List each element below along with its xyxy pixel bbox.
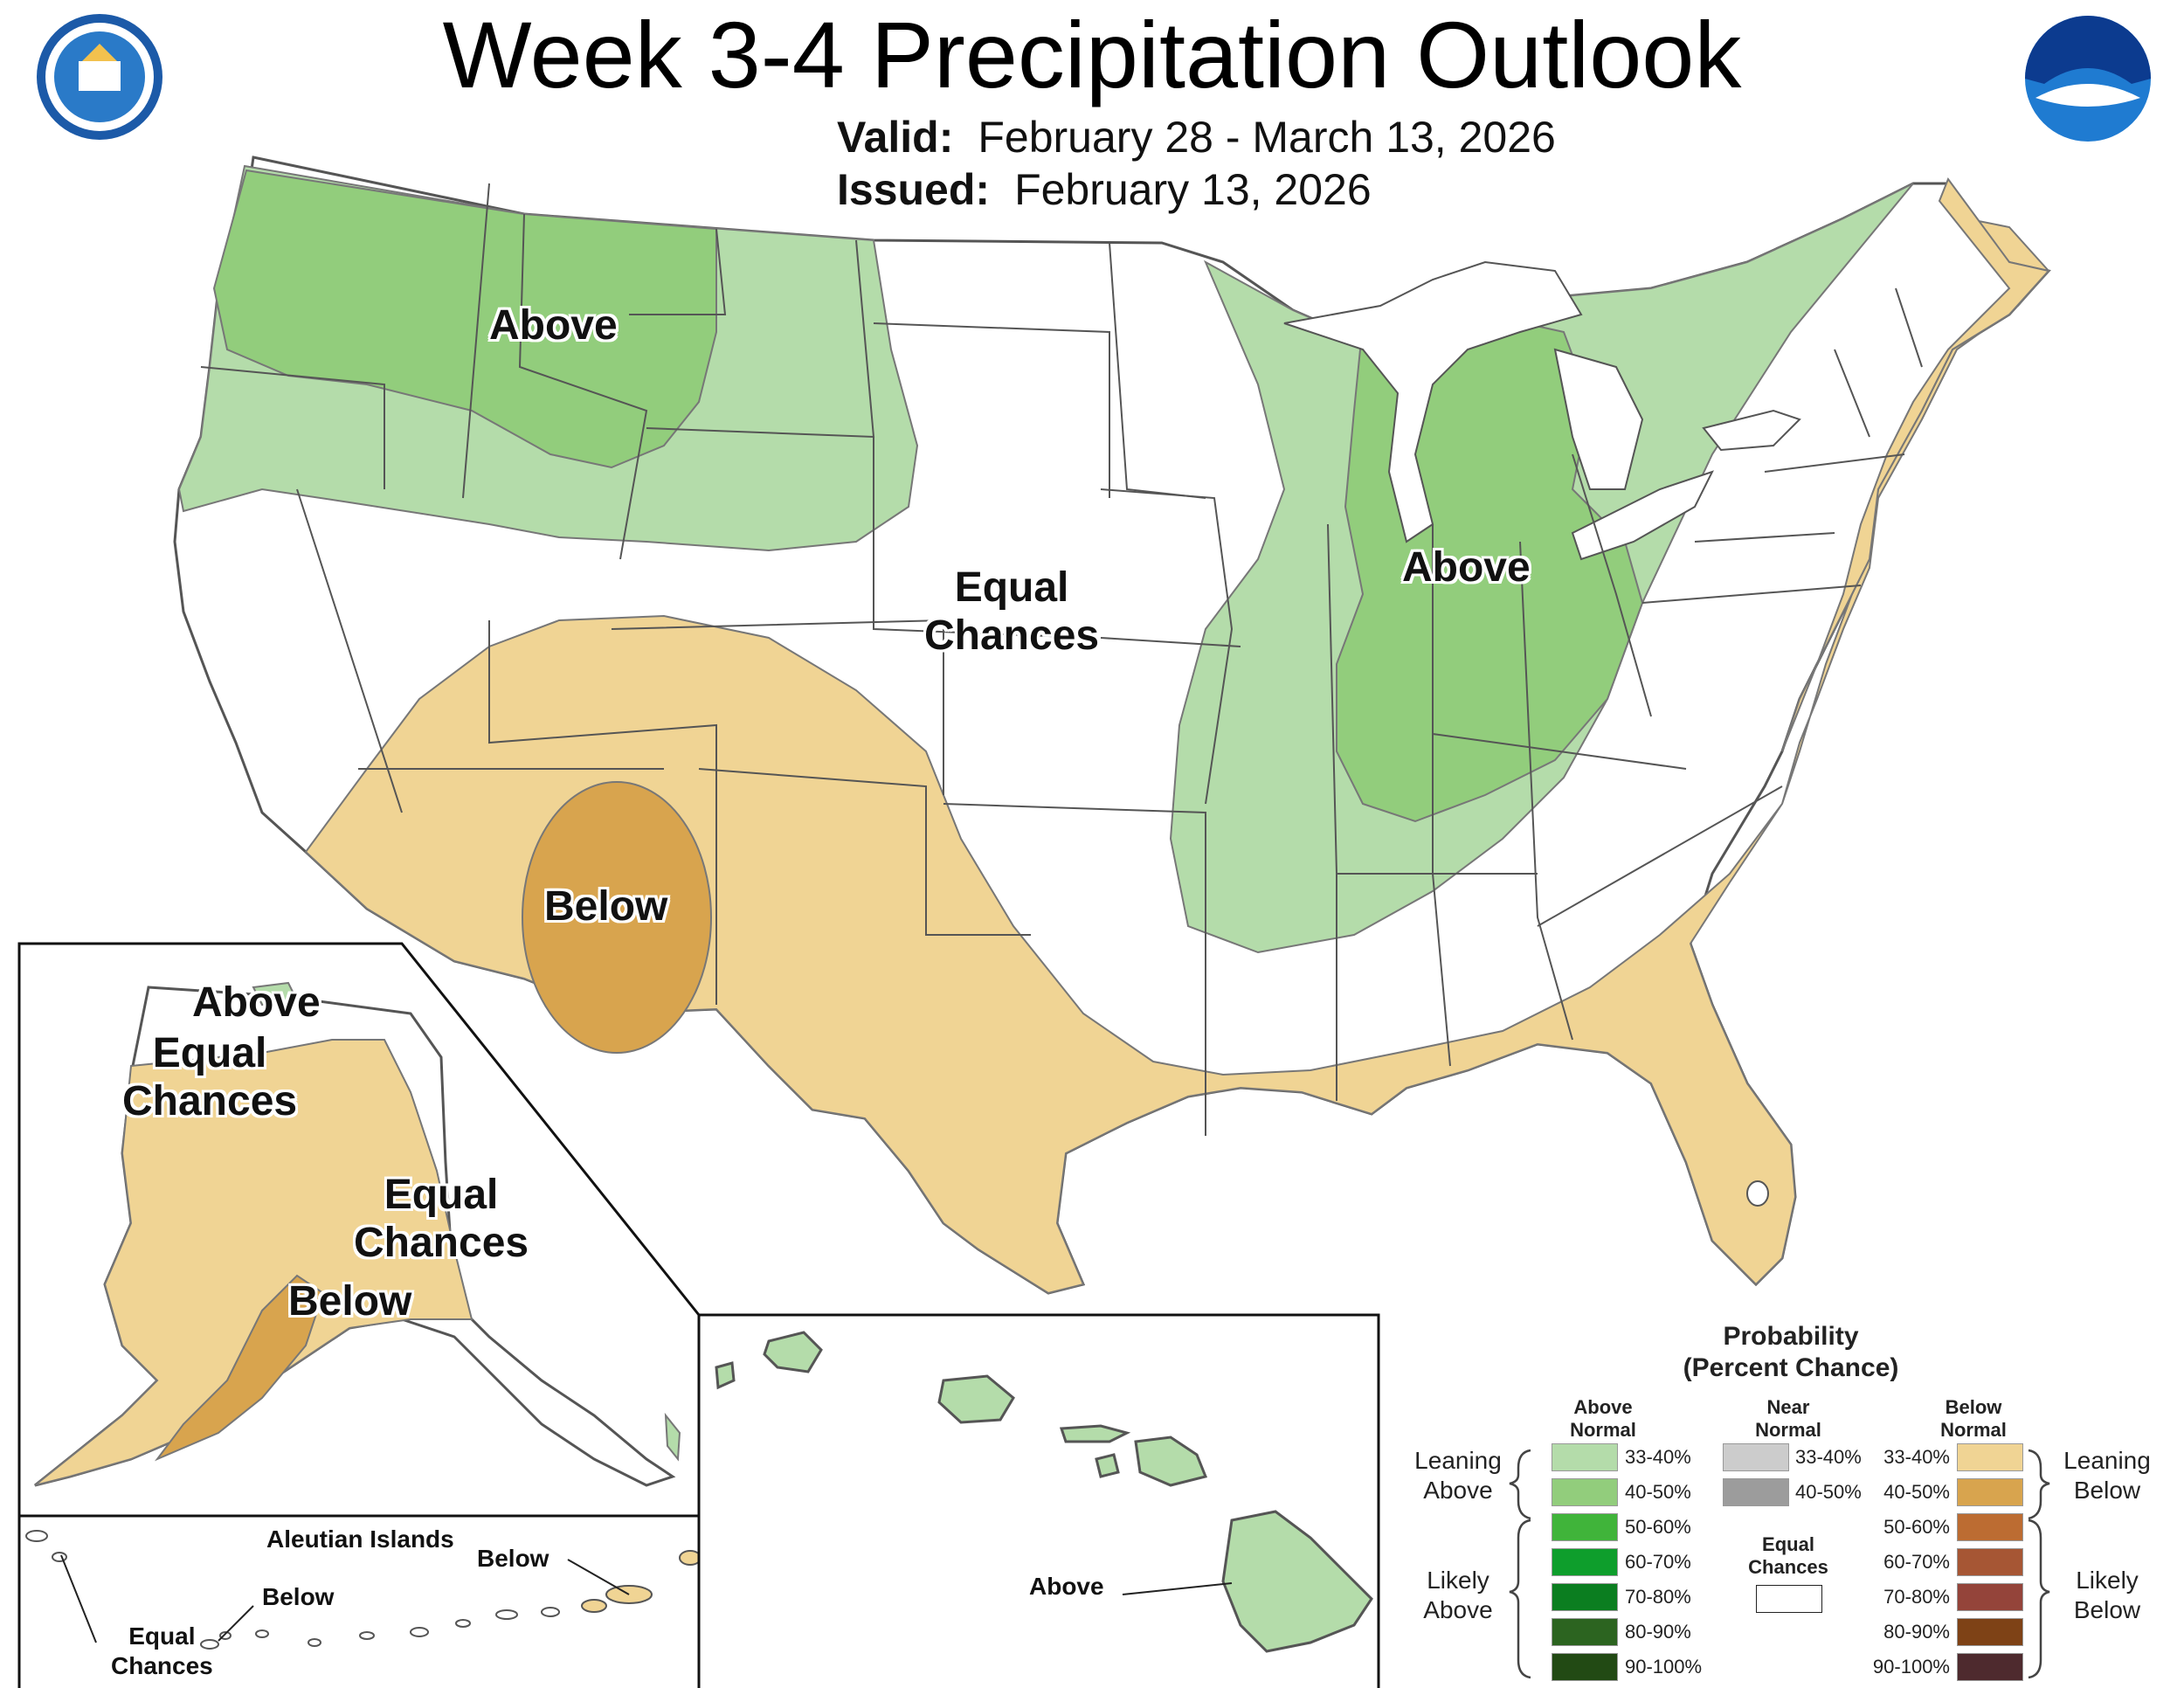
aleutian-below-left-label: Below — [262, 1583, 335, 1610]
legend-below-range-5: 80-90% — [1883, 1621, 1950, 1643]
legend-near-swatch-0 — [1723, 1443, 1789, 1471]
legend-below-range-2: 50-60% — [1883, 1516, 1950, 1538]
conus-mw-above-label: Above — [1402, 544, 1531, 591]
conus-sw-below-label: Below — [544, 883, 668, 930]
alaska-above-33-40 — [252, 981, 299, 1007]
alaska-below-40-50 — [154, 1274, 325, 1462]
legend-above-header: Above Normal — [1570, 1396, 1636, 1442]
legend-above-swatch-4 — [1552, 1583, 1618, 1611]
sw-below-40-50 — [522, 781, 712, 1054]
lake-ontario — [1702, 409, 1801, 452]
legend-above-range-6: 90-100% — [1625, 1656, 1703, 1678]
legend-below-range-3: 60-70% — [1883, 1551, 1950, 1573]
legend-brackets — [1509, 1449, 2050, 1679]
legend-above-swatch-3 — [1552, 1548, 1618, 1576]
legend-below-header: Below Normal — [1940, 1396, 2007, 1442]
legend-above-range-4: 70-80% — [1625, 1586, 1691, 1608]
aleutian-frame — [17, 1514, 701, 1688]
legend-above-range-5: 80-90% — [1625, 1621, 1691, 1643]
legend-near-swatch-1 — [1723, 1478, 1789, 1506]
alaska-below-label: Below — [288, 1278, 412, 1325]
issued-date: February 13, 2026 — [1014, 165, 1372, 214]
legend-below-range-6: 90-100% — [1872, 1656, 1950, 1678]
legend-above-range-3: 60-70% — [1625, 1551, 1691, 1573]
page-title: Week 3-4 Precipitation Outlook — [442, 2, 1742, 107]
legend-leaning-below: Leaning Below — [2063, 1447, 2151, 1504]
alaska-equal-north-label: Equal Chances — [122, 1030, 298, 1125]
legend-leaning-above: Leaning Above — [1414, 1447, 1502, 1504]
nw-above-40-50 — [212, 169, 717, 469]
legend-above-range-2: 50-60% — [1625, 1516, 1691, 1538]
lake-okeechobee — [1746, 1180, 1769, 1207]
valid-row: Valid: February 28 - March 13, 2026 — [837, 112, 1556, 163]
legend-below-swatch-0 — [1957, 1443, 2023, 1471]
alaska-above-label: Above — [192, 979, 321, 1026]
legend-below-swatch-4 — [1957, 1583, 2023, 1611]
legend-near-header: Near Normal — [1755, 1396, 1821, 1442]
lake-erie — [1571, 470, 1714, 561]
commerce-seal — [37, 14, 162, 140]
aleutian-equal-label: Equal Chances — [111, 1622, 213, 1679]
aleutian-equal-leader — [60, 1554, 97, 1643]
legend-equal-chances-label: Equal Chances — [1748, 1533, 1828, 1579]
conus-nw-above-label: Above — [489, 302, 618, 349]
legend-below-swatch-5 — [1957, 1618, 2023, 1646]
legend-below-swatch-6 — [1957, 1653, 2023, 1681]
legend-likely-above: Likely Above — [1423, 1567, 1493, 1623]
hawaii-islands — [715, 1331, 1373, 1653]
hawaii-above-label: Above — [1029, 1573, 1104, 1600]
legend-above-swatch-6 — [1552, 1653, 1618, 1681]
lake-huron — [1553, 348, 1644, 490]
issued-label: Issued: — [837, 165, 991, 214]
alaska-se-above — [664, 1412, 681, 1462]
legend-below-range-0: 33-40% — [1883, 1446, 1950, 1468]
issued-row: Issued: February 13, 2026 — [837, 164, 1372, 215]
legend-above-swatch-0 — [1552, 1443, 1618, 1471]
great-lakes — [1283, 260, 1583, 543]
ne-below-33-40 — [1781, 176, 2050, 752]
state-boundaries — [200, 183, 1923, 1136]
legend-near-range-0: 33-40% — [1795, 1446, 1862, 1468]
south-below-33-40 — [304, 217, 2050, 1295]
legend-near-range-1: 40-50% — [1795, 1481, 1862, 1503]
legend-above-swatch-1 — [1552, 1478, 1618, 1506]
valid-label: Valid: — [837, 113, 954, 162]
valid-dates: February 28 - March 13, 2026 — [978, 113, 1556, 162]
aleutian-below-left-leader — [218, 1605, 254, 1642]
legend-above-swatch-2 — [1552, 1513, 1618, 1541]
legend-above-swatch-5 — [1552, 1618, 1618, 1646]
legend-below-range-4: 70-80% — [1883, 1586, 1950, 1608]
legend-below-swatch-3 — [1957, 1548, 2023, 1576]
conus-equal-chances-label: Equal Chances — [924, 564, 1100, 660]
aleutian-small-islands — [25, 1530, 560, 1650]
noaa-logo — [2025, 16, 2151, 142]
legend-above-range-0: 33-40% — [1625, 1446, 1691, 1468]
aleutian-title: Aleutian Islands — [266, 1525, 454, 1553]
legend-below-swatch-1 — [1957, 1478, 2023, 1506]
legend-equal-swatch — [1756, 1585, 1822, 1613]
legend-below-swatch-2 — [1957, 1513, 2023, 1541]
legend-likely-below: Likely Below — [2073, 1567, 2141, 1623]
legend-title: Probability (Percent Chance) — [1683, 1322, 1899, 1382]
legend-above-range-1: 40-50% — [1625, 1481, 1691, 1503]
aleutian-below-right-label: Below — [477, 1545, 549, 1572]
legend-below-range-1: 40-50% — [1883, 1481, 1950, 1503]
hawaii-label-leader — [1122, 1582, 1233, 1595]
alaska-equal-east-label: Equal Chances — [354, 1172, 529, 1267]
aleutian-below-right-leader — [567, 1559, 630, 1595]
